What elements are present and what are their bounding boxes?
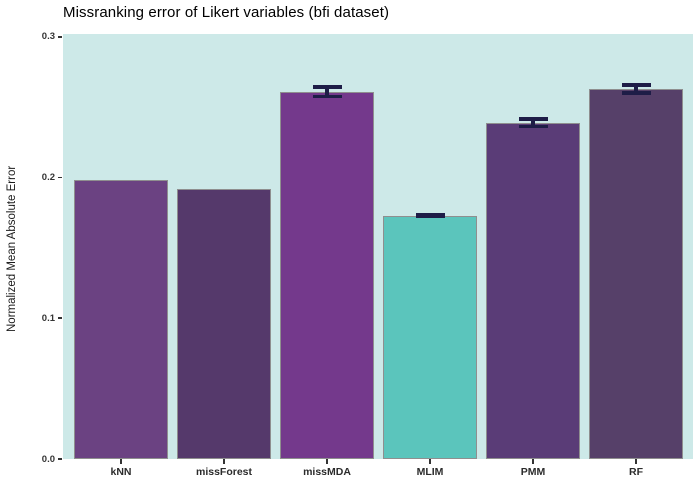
x-tick-label-RF: RF [629,466,643,478]
error-bar-stem [325,85,329,99]
y-tick-mark [57,176,62,179]
x-tick-mark [223,459,225,464]
x-tick-mark [120,459,122,464]
y-tick-label: 0.1 [41,312,55,324]
x-tick-mark [326,459,328,464]
y-tick-label: 0.2 [41,172,55,184]
error-bar-RF [621,83,651,95]
bar-RF [589,88,683,459]
error-bar-cap-bottom [621,91,651,95]
error-bar-cap-bottom [518,124,548,129]
y-tick-mark [57,36,62,38]
x-tick-mark [532,459,534,464]
y-tick-mark [57,458,62,460]
y-tick-label: 0.3 [41,31,55,43]
bar-PMM [486,122,580,459]
x-tick-label-kNN: kNN [110,466,132,478]
error-bar-MLIM [415,213,445,218]
x-tick-label-PMM: PMM [520,466,546,478]
x-tick-label-missForest: missForest [195,466,253,478]
error-bar-PMM [518,117,548,129]
x-tick-label-MLIM: MLIM [416,466,444,478]
bar-missForest [177,188,271,459]
x-tick-mark [429,459,431,464]
x-tick-label-missMDA: missMDA [303,466,351,478]
y-tick-mark [57,317,62,320]
error-bar-stem [634,83,638,95]
plot-panel [63,34,693,459]
bar-kNN [74,180,168,459]
error-bar-cap-bottom [415,214,445,218]
y-axis-title: Normalized Mean Absolute Error [6,165,18,332]
error-bar-stem [531,117,535,129]
bar-MLIM [383,215,477,459]
x-tick-mark [635,459,637,464]
chart-title: Missranking error of Likert variables (b… [63,4,390,21]
bar-missMDA [280,91,374,459]
error-bar-cap-bottom [312,94,342,99]
y-tick-label: 0.0 [41,453,55,465]
error-bar-missMDA [312,85,342,99]
